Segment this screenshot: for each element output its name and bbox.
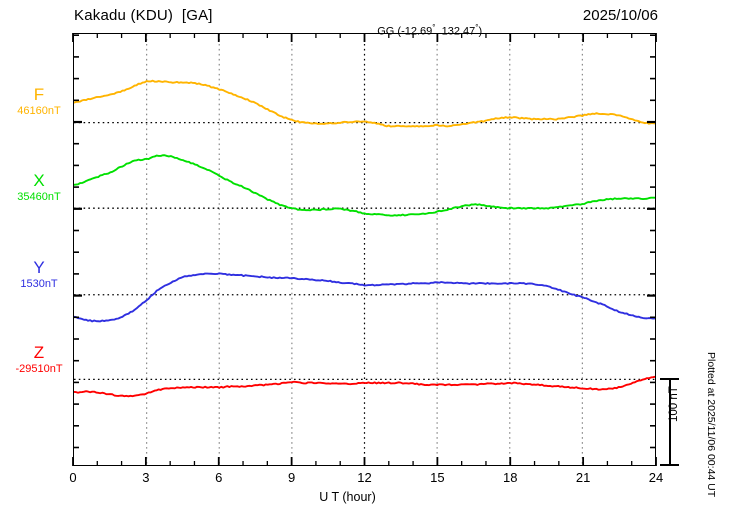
legend-baseline-value: 35460nT <box>17 190 61 203</box>
scale-bar-line <box>669 378 671 466</box>
x-tick-label-0: 0 <box>69 470 77 485</box>
x-tick-label-18: 18 <box>503 470 518 485</box>
legend-component-name: F <box>33 85 45 104</box>
legend-baseline-value: -29510nT <box>15 362 63 375</box>
geo-lon: , 132.47 <box>435 25 476 38</box>
trace-z <box>74 375 655 398</box>
x-axis-title-text: U T (hour) <box>319 490 376 504</box>
geographic-coordinates: GG (-12.69°, 132.47°) <box>365 11 482 50</box>
degree-icon-2: ° <box>475 23 479 32</box>
plot-frame <box>73 33 656 466</box>
geo-close: ) <box>478 25 483 38</box>
geo-lat: GG (-12.69 <box>377 25 433 38</box>
x-tick-label-15: 15 <box>430 470 445 485</box>
x-tick-label-21: 21 <box>575 470 591 485</box>
x-tick-label-3: 3 <box>142 470 150 485</box>
x-tick-label-12: 12 <box>357 470 372 485</box>
observation-date: 2025/10/06 <box>582 7 658 24</box>
trace-f <box>74 79 655 128</box>
trace-y <box>74 272 655 323</box>
legend-x: X 35460nT <box>8 172 70 203</box>
legend-component-name: Y <box>33 258 45 277</box>
trace-x <box>74 154 655 217</box>
legend-baseline-value: 46160nT <box>17 104 61 117</box>
x-tick-label-6: 6 <box>215 470 223 485</box>
legend-y: Y 1530nT <box>8 259 70 290</box>
degree-icon: ° <box>432 23 436 32</box>
legend-z: Z -29510nT <box>8 344 70 375</box>
magnetogram-plot <box>74 34 655 465</box>
x-tick-label-9: 9 <box>288 470 296 485</box>
x-tick-label-24: 24 <box>648 470 664 485</box>
x-axis-title: U T (hour) <box>0 490 730 504</box>
plotted-at-text: Plotted at 2025/11/06 00:44 UT <box>705 352 717 498</box>
station-title: Kakadu (KDU) [GA] <box>74 7 213 24</box>
legend-baseline-value: 1530nT <box>20 277 58 290</box>
plotted-at-stamp: Plotted at 2025/11/06 00:44 UT <box>705 352 724 502</box>
legend-component-name: X <box>33 171 45 190</box>
legend-f: F 46160nT <box>8 86 70 117</box>
legend-component-name: Z <box>33 343 45 362</box>
scale-bar-label: 100 nT <box>668 386 680 422</box>
